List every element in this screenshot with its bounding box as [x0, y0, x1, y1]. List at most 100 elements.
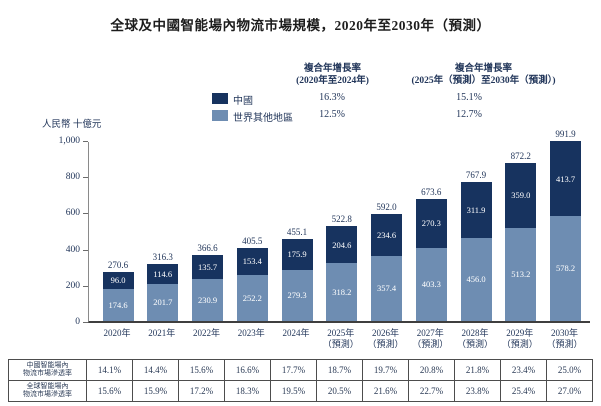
segment-value-label: 279.3	[287, 290, 307, 301]
bar-segment-rest-of-world: 230.9	[192, 279, 223, 321]
bar-segment-china: 311.9	[460, 182, 492, 239]
bar-segment-rest-of-world: 456.0	[460, 238, 492, 321]
y-tick-mark	[83, 322, 88, 323]
table-cell: 16.6%	[224, 359, 271, 381]
table-cell: 14.4%	[132, 359, 179, 381]
table-cell: 15.9%	[132, 380, 179, 402]
y-tick-label: 600	[65, 208, 80, 219]
segment-value-label: 513.2	[511, 269, 531, 280]
bar-total-label: 366.6	[197, 242, 218, 253]
bar-segment-china: 114.6	[147, 263, 179, 285]
cagr-header-line: 複合年增長率	[303, 64, 361, 74]
bar-2022年: 366.6 135.7 230.9	[192, 243, 223, 321]
bar-segment-rest-of-world: 318.2	[326, 263, 358, 321]
bar-total-label: 522.8	[331, 214, 352, 225]
table-cell: 15.6%	[86, 380, 133, 402]
bar-2030年: 991.9 413.7 578.2	[550, 129, 581, 321]
bar-2020年: 270.6 96.0 174.6	[102, 260, 134, 321]
y-tick-label: 800	[65, 172, 80, 183]
table-cell: 25.0%	[546, 359, 593, 381]
bar-total-label: 270.6	[107, 260, 129, 271]
segment-value-label: 357.4	[376, 283, 397, 294]
y-tick-label: 1,000	[58, 136, 80, 146]
y-tick-label: 400	[65, 244, 80, 255]
table-cell: 19.7%	[362, 359, 409, 381]
y-tick-mark	[83, 285, 88, 287]
table-cell: 27.0%	[546, 380, 593, 402]
segment-value-label: 234.6	[376, 229, 397, 240]
cagr-header-2025-2030: 複合年增長率 (2025年（預測）至2030年（預測）)	[386, 63, 581, 87]
x-axis-label: 2027年 （預測）	[412, 328, 449, 349]
segment-value-label: 96.0	[110, 275, 126, 286]
cagr-header-line: (2025年（預測）至2030年（預測）)	[411, 76, 556, 86]
bar-segment-china: 234.6	[371, 213, 402, 257]
bar-segment-rest-of-world: 201.7	[147, 284, 179, 321]
segment-value-label: 359.0	[511, 190, 531, 201]
cagr-value-2025-2030: 12.7%	[456, 109, 482, 120]
table-row-label: 全球智能場內 物流市場滲透率	[8, 380, 87, 402]
table-cell: 20.8%	[408, 359, 455, 381]
bar-segment-rest-of-world: 357.4	[371, 256, 402, 321]
y-tick-mark	[83, 249, 88, 251]
legend-swatch-rest-of-world	[212, 110, 228, 121]
y-tick-mark	[83, 141, 88, 142]
legend-label: 中國	[233, 96, 253, 107]
bar-2028年: 767.9 311.9 456.0	[460, 170, 492, 321]
segment-value-label: 456.0	[466, 274, 486, 285]
table-cell: 23.8%	[454, 380, 501, 402]
segment-value-label: 230.9	[197, 294, 218, 305]
bar-total-label: 767.9	[465, 170, 487, 181]
table-cell: 21.8%	[454, 359, 501, 381]
bar-total-label: 455.1	[286, 226, 308, 237]
table-cell: 17.2%	[178, 380, 225, 402]
plot-area: 270.6 96.0 174.6 316.3 114.6 201.7 366.6 135.7 2…	[88, 129, 590, 323]
bar-total-label: 405.5	[242, 235, 263, 246]
segment-value-label: 311.9	[466, 204, 486, 215]
bar-segment-china: 204.6	[326, 226, 358, 264]
segment-value-label: 135.7	[197, 261, 218, 272]
bar-2025年: 522.8 204.6 318.2	[326, 214, 358, 321]
table-row: 中國智能場內 物流市場滲透率 14.1% 14.4% 15.6% 16.6% 17.7% 18…	[8, 359, 593, 381]
cagr-value-2025-2030: 15.1%	[456, 92, 482, 103]
bar-segment-china: 359.0	[505, 163, 537, 229]
table-cell: 25.4%	[500, 380, 547, 402]
bar-2027年: 673.6 270.3 403.3	[415, 187, 447, 321]
x-axis-label: 2026年 （預測）	[367, 328, 404, 349]
chart-title: 全球及中國智能場內物流市場規模，2020年至2030年（預測）	[110, 18, 491, 33]
y-tick-label: 200	[65, 280, 80, 291]
bar-segment-china: 135.7	[192, 254, 223, 280]
table-cell: 21.6%	[362, 380, 409, 402]
bar-segment-china: 270.3	[415, 199, 447, 249]
bar-2023年: 405.5 153.4 252.2	[236, 236, 268, 321]
table-cell: 23.4%	[500, 359, 547, 381]
x-axis-label: 2028年 （預測）	[456, 328, 493, 349]
segment-value-label: 153.4	[242, 256, 262, 267]
y-axis-unit-label: 人民幣 十億元	[42, 120, 102, 130]
penetration-table: 中國智能場內 物流市場滲透率 14.1% 14.4% 15.6% 16.6% 17.7% 18…	[8, 359, 593, 402]
y-tick-label: 0	[75, 317, 80, 327]
table-cell: 19.5%	[270, 380, 317, 402]
legend-label: 世界其他地區	[233, 113, 293, 124]
x-axis-label: 2021年	[148, 328, 176, 338]
bar-segment-rest-of-world: 174.6	[102, 289, 134, 321]
segment-value-label: 175.9	[287, 249, 307, 260]
segment-value-label: 174.6	[108, 299, 128, 310]
segment-value-label: 204.6	[332, 239, 352, 250]
segment-value-label: 252.2	[242, 292, 262, 303]
table-cell: 18.3%	[224, 380, 271, 402]
y-tick-mark	[83, 177, 88, 179]
table-cell: 18.7%	[316, 359, 363, 381]
bar-2029年: 872.2 359.0 513.2	[505, 151, 537, 321]
segment-value-label: 318.2	[332, 286, 352, 297]
bar-segment-rest-of-world: 403.3	[415, 248, 447, 321]
table-row-label: 中國智能場內 物流市場滲透率	[8, 359, 87, 381]
table-cell: 17.7%	[270, 359, 317, 381]
segment-value-label: 413.7	[555, 173, 576, 184]
segment-value-label: 270.3	[421, 218, 441, 229]
x-axis-label: 2030年 （預測）	[546, 328, 583, 349]
segment-value-label: 403.3	[421, 279, 441, 290]
bar-segment-rest-of-world: 513.2	[505, 228, 537, 321]
segment-value-label: 201.7	[153, 297, 173, 308]
bar-segment-china: 175.9	[281, 238, 313, 271]
